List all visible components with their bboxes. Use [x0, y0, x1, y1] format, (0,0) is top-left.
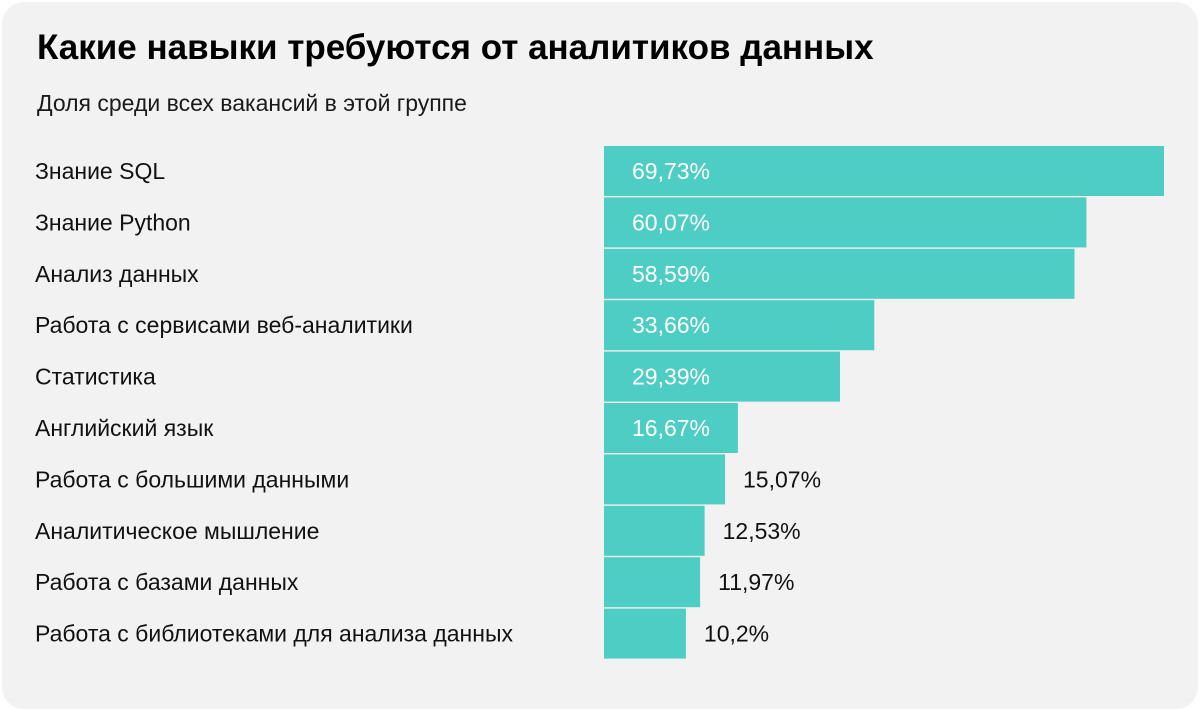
bar: [604, 351, 840, 402]
value-label: 12,53%: [723, 518, 801, 544]
bar: [604, 146, 1164, 196]
value-label: 58,59%: [632, 261, 710, 287]
bar: [604, 403, 738, 453]
chart-title: Какие навыки требуются от аналитиков дан…: [37, 28, 874, 67]
bar: [604, 300, 875, 351]
value-label: 29,39%: [632, 364, 710, 390]
category-label: Работа с базами данных: [35, 569, 299, 595]
value-label: 15,07%: [743, 466, 821, 492]
value-label: 60,07%: [632, 209, 710, 235]
category-label: Работа с библиотеками для анализа данных: [35, 621, 513, 647]
category-label: Знание Python: [35, 209, 191, 235]
category-label: Аналитическое мышление: [35, 518, 319, 544]
bar: [604, 197, 1087, 248]
value-label: 10,2%: [704, 621, 769, 647]
value-label: 69,73%: [632, 158, 710, 184]
category-label: Английский язык: [35, 415, 214, 441]
category-label: Работа с сервисами веб-аналитики: [35, 312, 413, 338]
category-label: Знание SQL: [35, 158, 165, 184]
bar: [604, 608, 686, 659]
value-label: 33,66%: [632, 312, 710, 338]
bar: [604, 454, 725, 505]
chart-subtitle: Доля среди всех вакансий в этой группе: [37, 90, 467, 116]
bar: [604, 557, 701, 608]
category-label: Анализ данных: [35, 261, 199, 287]
category-label: Статистика: [35, 364, 156, 390]
bar: [604, 248, 1075, 299]
value-label: 16,67%: [632, 415, 710, 441]
category-label: Работа с большими данными: [35, 466, 349, 492]
bar: [604, 505, 705, 556]
value-label: 11,97%: [718, 569, 794, 595]
